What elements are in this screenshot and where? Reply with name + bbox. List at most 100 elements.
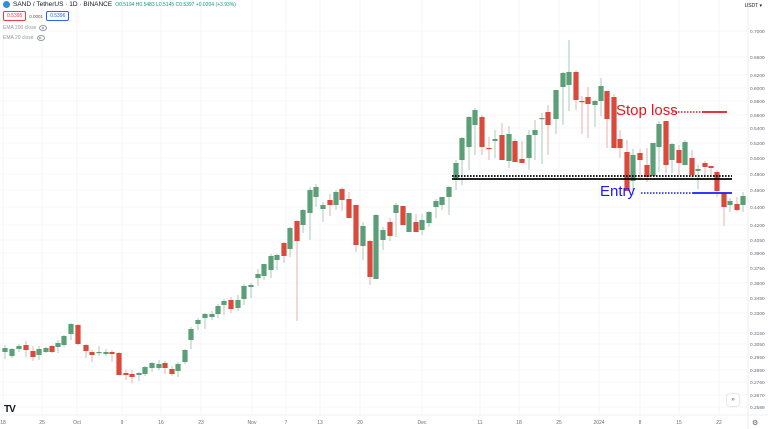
candle: [453, 163, 459, 178]
candle: [136, 373, 142, 375]
price-tick-label: 0.7000: [750, 29, 765, 35]
candle: [103, 352, 109, 354]
candle: [545, 112, 551, 125]
candle: [553, 90, 559, 119]
candle: [360, 226, 366, 246]
indicator-label: EMA 20 close: [3, 35, 34, 41]
candle: [611, 97, 617, 148]
candle: [387, 222, 393, 236]
candle: [287, 228, 293, 249]
candle: [23, 345, 29, 350]
price-tick-label: 0.5800: [750, 99, 765, 105]
candle: [459, 138, 465, 160]
candle: [274, 255, 280, 260]
buy-button[interactable]: 0.5396: [46, 11, 70, 21]
candle: [339, 189, 345, 200]
candle: [248, 285, 254, 287]
candle: [682, 142, 688, 165]
candle: [202, 314, 208, 318]
indicator-ema-20[interactable]: EMA 20 close: [3, 35, 45, 41]
price-tick-label: 0.2670: [750, 393, 765, 399]
candle: [294, 221, 300, 241]
tradingview-logo-icon[interactable]: TV: [4, 404, 16, 415]
price-tick-label: 0.3600: [750, 281, 765, 287]
candle: [512, 141, 518, 162]
candle: [89, 352, 95, 355]
price-tick-label: 0.6000: [750, 86, 765, 92]
candle: [637, 153, 643, 160]
candle: [560, 73, 566, 87]
candle: [149, 363, 155, 368]
time-tick-label: 20: [357, 420, 363, 426]
time-tick-label: 25: [556, 420, 562, 426]
candle: [492, 139, 498, 141]
scroll-to-realtime-button[interactable]: »: [727, 394, 739, 406]
candle: [215, 306, 221, 314]
candle: [30, 351, 36, 357]
price-tick-label: 0.3300: [750, 311, 765, 317]
candle: [400, 206, 406, 225]
candle: [708, 166, 714, 168]
candle: [380, 230, 386, 240]
spread-value: 0.0001: [29, 13, 44, 19]
candle: [129, 374, 135, 377]
candle: [532, 130, 538, 135]
candle: [689, 158, 695, 175]
price-tick-label: 0.4400: [750, 205, 765, 211]
candle: [656, 124, 662, 147]
time-tick-label: 25: [39, 420, 45, 426]
price-tick-label: 0.3450: [750, 296, 765, 302]
horizontal-lines[interactable]: [452, 111, 732, 194]
candle: [116, 353, 122, 375]
candle: [327, 200, 333, 205]
price-tick-label: 0.4200: [750, 223, 765, 229]
candle: [714, 172, 720, 191]
candle: [734, 204, 740, 210]
candle: [228, 300, 234, 309]
price-tick-label: 0.5400: [750, 126, 765, 132]
sell-button[interactable]: 0.5395: [3, 11, 27, 21]
entry-label: Entry: [600, 183, 636, 200]
candle: [663, 121, 669, 165]
candle: [9, 349, 15, 356]
eye-icon[interactable]: [36, 35, 45, 41]
candle: [573, 72, 579, 100]
candle: [188, 329, 194, 340]
candle: [650, 143, 656, 176]
candle: [644, 165, 650, 177]
price-tick-label: 0.4050: [750, 238, 765, 244]
time-tick-label: 2024: [593, 420, 604, 426]
candle: [676, 150, 682, 163]
eye-icon[interactable]: [39, 25, 48, 31]
currency-selector[interactable]: USDT ▾: [744, 3, 762, 9]
indicator-ema-200[interactable]: EMA 200 close: [3, 25, 48, 31]
time-tick-label: 18: [516, 420, 522, 426]
candle: [195, 320, 201, 324]
time-tick-label: Dec: [418, 420, 427, 426]
price-tick-label: 0.4800: [750, 172, 765, 178]
time-tick-label: Nov: [248, 420, 257, 426]
time-tick-label: Oct: [73, 420, 81, 426]
candle: [96, 352, 102, 354]
candle: [175, 364, 181, 371]
time-tick-label: 23: [198, 420, 204, 426]
candle: [367, 241, 373, 277]
candle: [182, 350, 188, 362]
price-axis[interactable]: 0.7000 0.6600 0.6200 0.6000 0.5800 0.5600 0.54…: [750, 29, 765, 411]
candle: [585, 97, 591, 104]
price-tick-label: 0.3900: [750, 251, 765, 257]
chart-header: SAND / TetherUS · 1D · BINANCE O0.5194 H…: [3, 1, 236, 8]
price-tick-label: 0.6200: [750, 73, 765, 79]
candle: [68, 324, 74, 334]
settings-gear-icon[interactable]: ⚙: [752, 420, 759, 427]
candle: [472, 110, 478, 125]
candle: [499, 135, 505, 160]
price-tick-label: 0.5000: [750, 156, 765, 162]
price-tick-label: 0.6600: [750, 55, 765, 61]
time-tick-label: 16: [158, 420, 164, 426]
stop-loss-label: Stop loss: [616, 102, 678, 119]
candle: [43, 348, 49, 352]
time-axis[interactable]: 18 25 Oct 9 16 23 Nov 7 13 20 Dec 11 18 25 2024 8 15 22: [0, 420, 722, 426]
symbol-title[interactable]: SAND / TetherUS · 1D · BINANCE: [13, 1, 113, 8]
